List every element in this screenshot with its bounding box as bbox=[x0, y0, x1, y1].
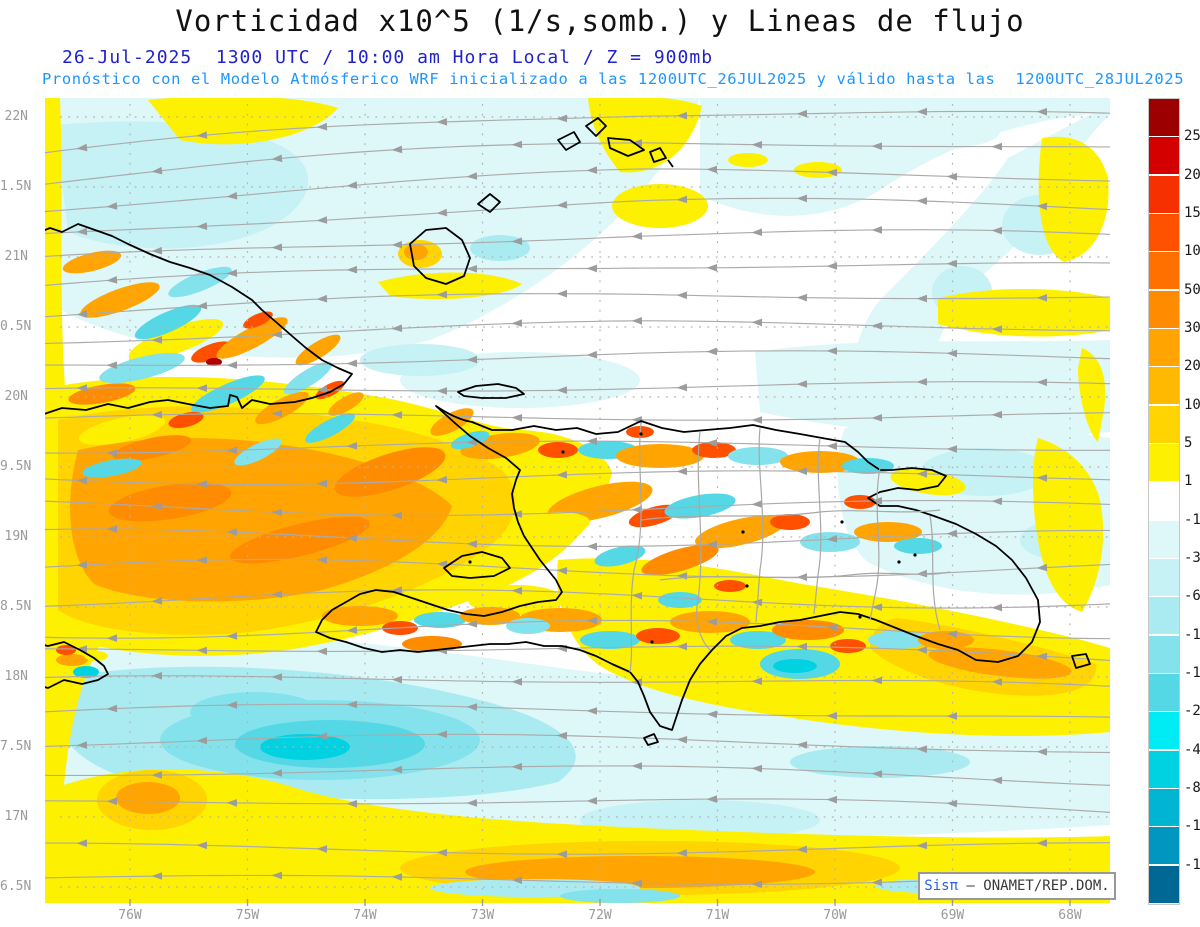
colorbar-label: -12 bbox=[1184, 626, 1200, 643]
lat-axis-label: 21N bbox=[4, 249, 28, 264]
axis-ticks bbox=[129, 899, 1071, 906]
lon-axis-label: 76W bbox=[118, 908, 142, 923]
colorbar-segment bbox=[1149, 827, 1179, 865]
great-inagua-island bbox=[409, 227, 471, 285]
lat-axis-label: 17N bbox=[4, 809, 28, 824]
colorbar-label: -1 bbox=[1184, 511, 1200, 528]
latlon-dotted-grid bbox=[60, 104, 1108, 898]
colorbar-segment bbox=[1149, 559, 1179, 596]
lon-axis-label: 72W bbox=[588, 908, 612, 923]
colorbar-label: 50 bbox=[1184, 281, 1200, 298]
colorbar-segment bbox=[1149, 597, 1179, 635]
model-forecast-line: Pronóstico con el Modelo Atmósferico WRF… bbox=[42, 70, 1185, 88]
colorbar-segment bbox=[1149, 750, 1179, 788]
vorticity-shading bbox=[45, 98, 1110, 903]
jamaica-coastline bbox=[45, 641, 109, 689]
lon-axis-label: 68W bbox=[1058, 908, 1082, 923]
tortuga-island bbox=[457, 383, 525, 399]
colorbar-label: 1 bbox=[1184, 473, 1193, 490]
beata-islet bbox=[643, 733, 659, 746]
colorbar-segment bbox=[1149, 329, 1179, 366]
attribution-box: Sisπ – ONAMET/REP.DOM. bbox=[918, 872, 1116, 900]
colorbar-segment bbox=[1149, 865, 1179, 903]
little-inagua-island bbox=[477, 193, 501, 213]
colorbar-segment bbox=[1149, 444, 1179, 481]
province-borders bbox=[629, 422, 951, 673]
lon-axis-label: 70W bbox=[823, 908, 847, 923]
turks-islet bbox=[667, 159, 674, 168]
coastlines bbox=[45, 117, 1091, 746]
colorbar-label: -18 bbox=[1184, 665, 1200, 681]
colorbar-label: -3 bbox=[1184, 550, 1200, 566]
colorbar bbox=[1148, 98, 1180, 905]
lat-axis-label: 20N bbox=[4, 389, 28, 404]
colorbar-label: 100 bbox=[1184, 243, 1200, 260]
colorbar-segment bbox=[1149, 252, 1179, 290]
station-dots bbox=[468, 432, 917, 644]
lat-axis-label: 18N bbox=[4, 669, 28, 684]
colorbar-segment bbox=[1149, 712, 1179, 750]
colorbar-label: -26 bbox=[1184, 703, 1200, 720]
colorbar-label: 20 bbox=[1184, 358, 1200, 375]
mona-island bbox=[1071, 653, 1091, 669]
attribution-org: – ONAMET/REP.DOM. bbox=[958, 878, 1110, 894]
lat-axis-label: 0.5N bbox=[0, 319, 32, 334]
colorbar-label: 10 bbox=[1184, 396, 1200, 413]
colorbar-segment bbox=[1149, 635, 1179, 673]
colorbar-label: -6 bbox=[1184, 588, 1200, 605]
lat-axis-label: 6.5N bbox=[0, 879, 32, 894]
gonave-island bbox=[443, 551, 511, 579]
colorbar-segment bbox=[1149, 405, 1179, 443]
colorbar-segment bbox=[1149, 137, 1179, 175]
colorbar-segment bbox=[1149, 214, 1179, 251]
colorbar-label: -42 bbox=[1184, 741, 1200, 758]
lon-axis-label: 75W bbox=[235, 908, 260, 923]
colorbar-label: -160 bbox=[1184, 856, 1200, 873]
lon-axis-label: 74W bbox=[353, 908, 377, 923]
attribution-brand: Sisπ bbox=[924, 878, 958, 894]
colorbar-label: 250 bbox=[1184, 128, 1200, 145]
colorbar-label: 200 bbox=[1184, 166, 1200, 183]
hispaniola-vorticity-speckle bbox=[56, 408, 974, 679]
hispaniola-coastline bbox=[315, 405, 1041, 731]
lat-axis-label: 1.5N bbox=[0, 179, 32, 194]
lat-axis-label: 9.5N bbox=[0, 459, 32, 474]
colorbar-label: -120 bbox=[1184, 818, 1200, 835]
colorbar-segment bbox=[1149, 175, 1179, 213]
colorbar-segment bbox=[1149, 367, 1179, 405]
colorbar-segment bbox=[1149, 290, 1179, 328]
colorbar-segment bbox=[1149, 674, 1179, 711]
valid-time-line: 26-Jul-2025 1300 UTC / 10:00 am Hora Loc… bbox=[62, 47, 714, 68]
lat-axis-label: 22N bbox=[4, 109, 28, 124]
colorbar-label: -80 bbox=[1184, 780, 1200, 796]
lon-axis-label: 73W bbox=[470, 908, 495, 923]
colorbar-segment bbox=[1149, 99, 1179, 136]
lon-axis-label: 71W bbox=[705, 908, 730, 923]
page-title: Vorticidad x10^5 (1/s,somb.) y Lineas de… bbox=[175, 4, 1025, 38]
colorbar-label: 5 bbox=[1184, 435, 1193, 451]
cuba-coastline bbox=[45, 223, 353, 415]
lat-axis-label: 8.5N bbox=[0, 599, 32, 614]
lat-axis-label: 19N bbox=[4, 529, 28, 544]
colorbar-segment bbox=[1149, 520, 1179, 558]
caicos-islands bbox=[557, 117, 667, 163]
colorbar-segment bbox=[1149, 482, 1179, 520]
lon-axis-label: 69W bbox=[940, 908, 965, 923]
colorbar-label: 30 bbox=[1184, 320, 1200, 336]
colorbar-segment bbox=[1149, 789, 1179, 826]
colorbar-label: 150 bbox=[1184, 205, 1200, 221]
lat-axis-label: 7.5N bbox=[0, 739, 32, 754]
